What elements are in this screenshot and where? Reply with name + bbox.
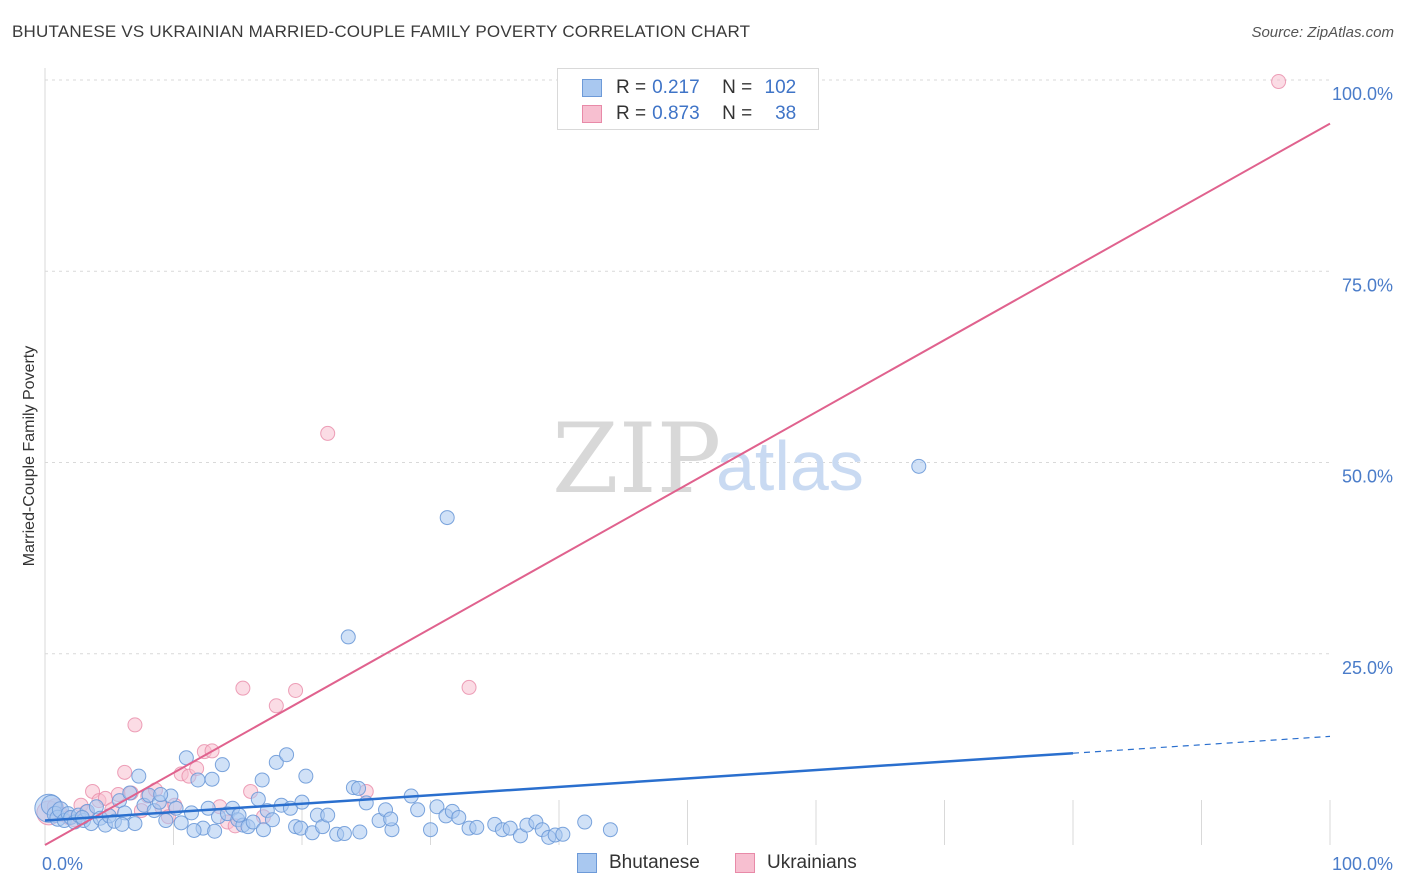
bhutanese-point <box>183 805 199 821</box>
bhutanese-point <box>911 458 927 474</box>
r-value: 0.217 <box>652 77 700 98</box>
ukrainians-point <box>268 698 284 714</box>
bhutanese-point <box>320 807 336 823</box>
series-legend: Bhutanese Ukrainians <box>0 852 1406 878</box>
legend-row-ukrainians: R = 0.873 N = 38 <box>582 101 796 127</box>
bhutanese-trend-line <box>44 751 1074 822</box>
bhutanese-point <box>352 824 368 840</box>
y-tick-label: 50.0% <box>1342 467 1393 487</box>
bhutanese-point <box>231 807 247 823</box>
bhutanese-point <box>423 822 438 838</box>
ukrainians-point <box>288 682 304 698</box>
bhutanese-point <box>268 754 284 770</box>
x-tick-label: 0.0% <box>42 854 83 874</box>
ukrainians-trend-line <box>44 122 1331 846</box>
bhutanese-point <box>131 768 147 784</box>
ukrainians-point <box>320 425 336 441</box>
bhutanese-point <box>207 823 223 839</box>
bhutanese-point <box>298 768 314 784</box>
r-label: R = <box>616 103 647 124</box>
stats-legend: R = 0.217 N = 102 R = 0.873 N = 38 <box>557 68 819 130</box>
ukrainians-point <box>461 679 477 695</box>
bhutanese-point <box>190 772 206 788</box>
bhutanese-trend-extension <box>1072 735 1331 754</box>
bhutanese-point <box>429 799 445 815</box>
n-value: 38 <box>775 103 797 124</box>
bhutanese-point <box>351 780 367 796</box>
chart-title: BHUTANESE VS UKRAINIAN MARRIED-COUPLE FA… <box>12 22 751 41</box>
bhutanese-point <box>127 816 143 832</box>
legend-item-ukrainians[interactable]: Ukrainians <box>735 852 857 874</box>
bhutanese-point <box>555 826 571 842</box>
r-label: R = <box>616 77 647 98</box>
bhutanese-point <box>577 814 593 830</box>
r-value: 0.873 <box>652 103 700 124</box>
bhutanese-point <box>214 757 230 773</box>
legend-item-bhutanese[interactable]: Bhutanese <box>577 852 700 874</box>
bhutanese-point <box>153 787 169 803</box>
legend-row-bhutanese: R = 0.217 N = 102 <box>582 75 796 101</box>
bhutanese-point <box>245 814 261 830</box>
watermark-atlas: atlas <box>716 427 864 505</box>
bhutanese-point <box>264 812 280 828</box>
n-label: N = <box>722 103 753 124</box>
bhutanese-point <box>439 510 455 526</box>
bhutanese-point <box>602 822 618 838</box>
bhutanese-point <box>250 791 266 807</box>
y-tick-label: 100.0% <box>1332 84 1393 104</box>
bhutanese-point <box>451 809 467 825</box>
ukrainians-legend-swatch <box>735 853 755 873</box>
watermark-zip: ZIP <box>552 403 721 515</box>
y-tick-label: 25.0% <box>1342 658 1393 678</box>
watermark: ZIP atlas <box>552 403 864 515</box>
bhutanese-point <box>279 747 295 763</box>
ukrainians-legend-label: Ukrainians <box>767 852 857 873</box>
ukrainians-point <box>1271 74 1287 90</box>
bhutanese-point <box>469 819 485 835</box>
bhutanese-legend-swatch <box>577 853 597 873</box>
bhutanese-point <box>502 820 518 836</box>
bhutanese-point <box>204 771 220 787</box>
bhutanese-point <box>158 813 174 829</box>
bhutanese-point <box>336 826 352 842</box>
bhutanese-point <box>254 772 270 788</box>
y-tick-label: 75.0% <box>1342 275 1393 295</box>
trend-layer <box>44 122 1331 846</box>
ukrainians-point <box>117 764 133 780</box>
bhutanese-point <box>255 822 271 838</box>
bhutanese-legend-label: Bhutanese <box>609 852 700 873</box>
n-label: N = <box>722 77 753 98</box>
bhutanese-points <box>34 458 927 845</box>
bhutanese-point <box>173 815 189 831</box>
ukrainians-point <box>127 717 143 733</box>
bhutanese-point <box>186 822 202 838</box>
bhutanese-point <box>340 629 356 645</box>
bhutanese-point <box>383 811 399 827</box>
bhutanese-swatch <box>582 79 602 97</box>
tick-layer: 25.0% 50.0% 75.0% 100.0% 0.0% 100.0% <box>42 84 1393 874</box>
x-tick-label: 100.0% <box>1332 854 1393 874</box>
ukrainians-swatch <box>582 105 602 123</box>
n-value: 102 <box>764 77 797 98</box>
bhutanese-point <box>114 816 130 832</box>
bhutanese-point <box>410 802 426 818</box>
ukrainians-point <box>235 680 251 696</box>
chart-source: Source: ZipAtlas.com <box>1251 24 1394 41</box>
